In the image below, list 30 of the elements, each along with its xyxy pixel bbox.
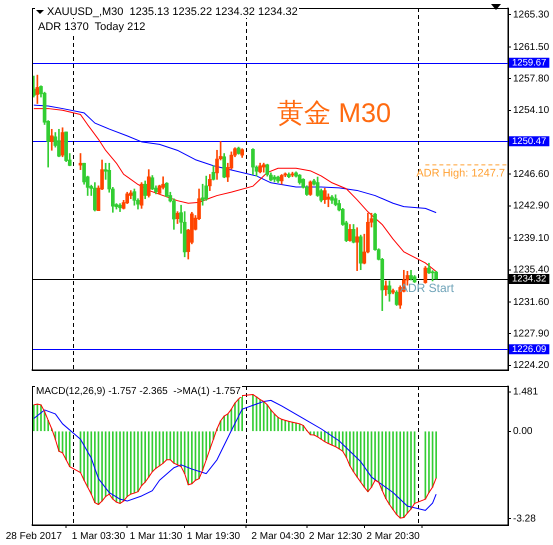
x-tick-label: 1 Mar 03:30: [72, 530, 126, 542]
y-tick-label: 1265.30: [513, 9, 550, 20]
y-tick-label: 1227.90: [513, 328, 550, 340]
x-tick-label: 28 Feb 2017: [6, 530, 62, 542]
chart-title: MACD(12,26,9) -1.757 -2.365 ->MA(1) -1.757: [36, 386, 241, 397]
y-tick-label: 1239.10: [513, 232, 550, 244]
annotation: 黄金 M30: [276, 97, 392, 130]
series-label: ADR High: 1247.7: [416, 167, 505, 180]
y-tick-label: 1231.60: [513, 296, 550, 308]
y-tick-label: 0.00: [513, 426, 533, 438]
y-tick-label: 1257.80: [513, 73, 550, 84]
y-tick-label: 1254.10: [513, 105, 550, 116]
y-tick-label: 1246.60: [513, 168, 550, 180]
x-tick-label: 1 Mar 19:30: [186, 530, 241, 542]
y-tick-label: -3.28: [513, 513, 536, 524]
x-tick-label: 1 Mar 11:30: [130, 530, 183, 542]
y-tick-label: 1261.50: [513, 42, 550, 53]
y-tick-label: 1235.40: [513, 264, 550, 276]
ref-line-label: 1234.32: [512, 274, 546, 285]
y-tick-label: 1242.90: [513, 200, 550, 212]
y-tick-label: 1224.20: [513, 360, 550, 372]
x-tick-label: 2 Mar 20:30: [366, 530, 420, 542]
chart-title: XAUUSD_,M30 1235.13 1235.22 1234.32 1234.32: [47, 6, 298, 18]
ref-line-label: 1226.09: [512, 344, 546, 355]
ref-line-label: 1250.47: [512, 136, 546, 147]
annotation: ADR 1370 Today 212: [36, 21, 148, 33]
x-tick-label: 2 Mar 04:30: [251, 530, 306, 542]
x-tick-label: 2 Mar 12:30: [308, 530, 363, 542]
ref-line-label: 1259.67: [512, 57, 546, 68]
y-tick-label: 1.481: [513, 386, 538, 398]
